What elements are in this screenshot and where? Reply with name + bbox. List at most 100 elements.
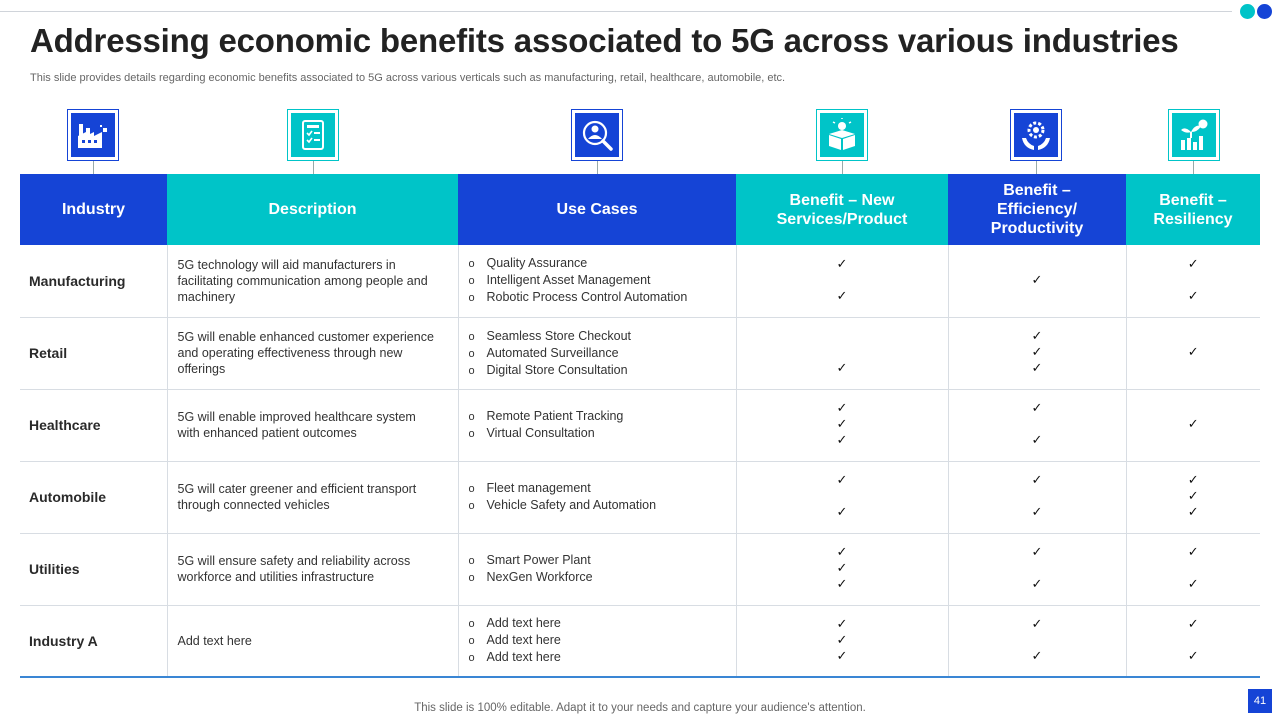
idea-box-icon bbox=[816, 109, 868, 161]
table-row: Automobile 5G will cater greener and effi… bbox=[20, 461, 1260, 534]
efficiency-cell: ✓ ✓ bbox=[948, 461, 1127, 534]
check-mark-icon: ✓ bbox=[1187, 505, 1199, 520]
use-case-item: o Vehicle Safety and Automation bbox=[469, 497, 736, 514]
description-cell: 5G will enable improved healthcare syste… bbox=[167, 389, 459, 462]
check-mark-icon: ✓ bbox=[1031, 505, 1043, 520]
bullet-icon: o bbox=[468, 330, 475, 343]
check-mark-icon: ✓ bbox=[1187, 256, 1199, 272]
icon-connector bbox=[313, 161, 314, 174]
icon-connector bbox=[1193, 161, 1194, 174]
description-cell: 5G will ensure safety and reliability ac… bbox=[167, 533, 459, 606]
decor-dot-teal bbox=[1240, 4, 1255, 19]
use-case-item: o Seamless Store Checkout bbox=[469, 328, 736, 345]
table-row: Manufacturing 5G technology will aid manu… bbox=[20, 245, 1260, 318]
bullet-icon: o bbox=[468, 635, 475, 648]
bullet-icon: o bbox=[468, 347, 475, 360]
check-mark-icon: ✓ bbox=[1187, 648, 1199, 664]
bullet-icon: o bbox=[468, 292, 475, 305]
bullet-icon: o bbox=[468, 555, 475, 567]
header-use-cases: Use Cases bbox=[458, 174, 736, 245]
use-case-label: Fleet management bbox=[486, 481, 591, 495]
efficiency-cell: ✓ bbox=[948, 245, 1127, 318]
icon-connector bbox=[1036, 161, 1037, 174]
use-cases-cell: o Add text here o Add text here o Add text he… bbox=[458, 605, 737, 678]
efficiency-cell: ✓ ✓ bbox=[948, 389, 1127, 462]
use-cases-cell: o Fleet management o Vehicle Safety and Aut… bbox=[458, 461, 737, 534]
bullet-icon: o bbox=[468, 275, 475, 288]
use-case-item: o Add text here bbox=[469, 632, 736, 649]
use-case-label: Vehicle Safety and Automation bbox=[486, 498, 657, 512]
industry-cell: Manufacturing bbox=[20, 245, 168, 318]
use-case-label: Digital Store Consultation bbox=[486, 362, 628, 377]
check-mark-icon: ✓ bbox=[1187, 288, 1199, 304]
check-mark-icon: ✓ bbox=[836, 632, 848, 648]
new-services-cell: ✓ ✓ bbox=[736, 461, 949, 534]
bullet-icon: o bbox=[468, 364, 475, 377]
use-case-label: Intelligent Asset Management bbox=[486, 273, 651, 288]
description-cell: Add text here bbox=[167, 605, 459, 678]
check-mark-icon: ✓ bbox=[836, 648, 848, 664]
new-services-cell: ✓ ✓ ✓ bbox=[736, 533, 949, 606]
use-case-item: o Automated Surveillance bbox=[469, 345, 736, 362]
use-cases-cell: o Remote Patient Tracking o Virtual Consult… bbox=[458, 389, 737, 462]
icon-connector bbox=[597, 161, 598, 174]
check-mark-icon: ✓ bbox=[1187, 545, 1199, 560]
use-case-item: o Add text here bbox=[469, 615, 736, 632]
use-case-label: Add text here bbox=[486, 650, 561, 665]
icon-connector bbox=[842, 161, 843, 174]
new-services-cell: ✓ ✓ ✓ bbox=[736, 605, 949, 678]
use-case-label: Smart Power Plant bbox=[486, 553, 591, 567]
use-case-label: NexGen Workforce bbox=[486, 570, 593, 584]
resiliency-cell: ✓ bbox=[1126, 317, 1260, 390]
bullet-icon: o bbox=[468, 618, 475, 631]
benefits-table: Industry Description Use Cases Benefit –… bbox=[20, 174, 1260, 678]
use-case-item: o Digital Store Consultation bbox=[469, 362, 736, 379]
industry-cell: Automobile bbox=[20, 461, 168, 534]
check-mark-icon: ✓ bbox=[1187, 473, 1199, 488]
bullet-icon: o bbox=[468, 411, 475, 423]
header-industry: Industry bbox=[20, 174, 167, 245]
check-mark-icon: ✓ bbox=[1187, 577, 1199, 592]
footer-note: This slide is 100% editable. Adapt it to… bbox=[414, 702, 866, 714]
page-number: 41 bbox=[1248, 689, 1272, 713]
bullet-icon: o bbox=[468, 652, 475, 665]
use-case-item: o Robotic Process Control Automation bbox=[469, 289, 736, 306]
page-title: Addressing economic benefits associated … bbox=[30, 22, 1179, 59]
check-mark-icon: ✓ bbox=[1031, 648, 1043, 664]
header-description: Description bbox=[167, 174, 458, 245]
user-search-icon bbox=[571, 109, 623, 161]
use-case-item: o Virtual Consultation bbox=[469, 425, 736, 442]
bullet-icon: o bbox=[468, 572, 475, 584]
use-cases-cell: o Smart Power Plant o NexGen Workforce bbox=[458, 533, 737, 606]
new-services-cell: ✓ ✓ ✓ bbox=[736, 389, 949, 462]
use-case-item: o Intelligent Asset Management bbox=[469, 272, 736, 289]
check-mark-icon: ✓ bbox=[1187, 489, 1199, 504]
use-case-item: o Quality Assurance bbox=[469, 255, 736, 272]
use-case-item: o Fleet management bbox=[469, 480, 736, 497]
bullet-icon: o bbox=[468, 258, 475, 271]
check-mark-icon: ✓ bbox=[1031, 545, 1043, 560]
check-mark-icon: ✓ bbox=[1031, 401, 1043, 416]
use-case-item: o Smart Power Plant bbox=[469, 552, 736, 569]
check-mark-icon: ✓ bbox=[1187, 345, 1199, 360]
check-mark-icon: ✓ bbox=[836, 433, 848, 448]
header-benefit-efficiency: Benefit – Efficiency/ Productivity bbox=[948, 174, 1126, 245]
check-mark-icon: ✓ bbox=[836, 256, 848, 272]
resiliency-cell: ✓ ✓ bbox=[1126, 245, 1260, 318]
check-mark-icon: ✓ bbox=[836, 561, 848, 576]
check-mark-icon: ✓ bbox=[836, 545, 848, 560]
check-mark-icon: ✓ bbox=[1031, 433, 1043, 448]
use-case-label: Seamless Store Checkout bbox=[486, 328, 632, 343]
decor-dot-blue bbox=[1257, 4, 1272, 19]
efficiency-cell: ✓ ✓ ✓ bbox=[948, 317, 1127, 390]
efficiency-cell: ✓ ✓ bbox=[948, 605, 1127, 678]
efficiency-cell: ✓ ✓ bbox=[948, 533, 1127, 606]
use-case-label: Automated Surveillance bbox=[486, 345, 619, 360]
resiliency-cell: ✓ ✓ bbox=[1126, 533, 1260, 606]
use-case-label: Add text here bbox=[486, 616, 561, 631]
use-case-label: Add text here bbox=[486, 633, 561, 648]
check-mark-icon: ✓ bbox=[836, 288, 848, 304]
industry-cell: Utilities bbox=[20, 533, 168, 606]
factory-icon bbox=[67, 109, 119, 161]
check-mark-icon: ✓ bbox=[1187, 616, 1199, 632]
